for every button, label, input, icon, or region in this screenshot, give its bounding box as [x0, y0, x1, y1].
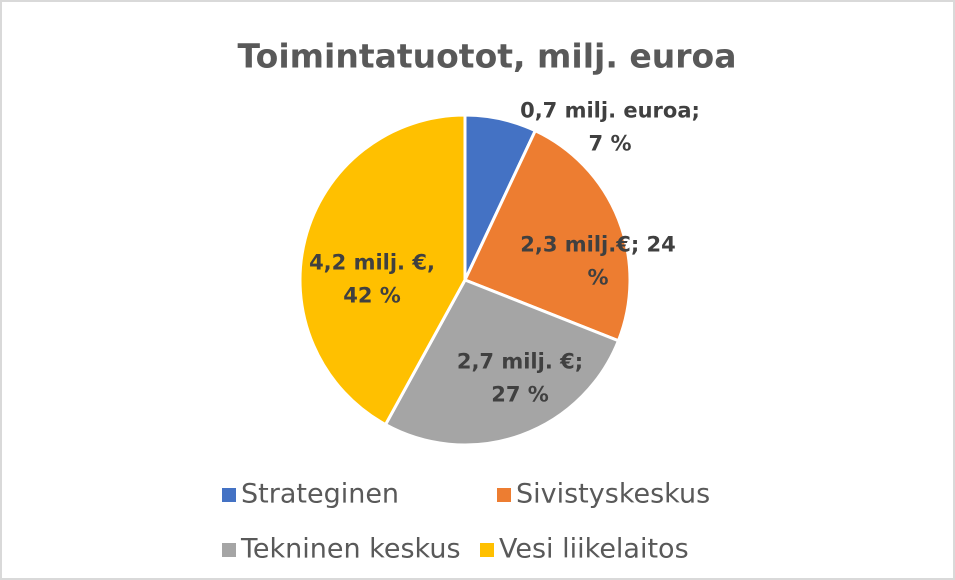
data-label: 0,7 milj. euroa; 7 % — [520, 99, 700, 156]
data-label: 2,7 milj. €; 27 % — [457, 350, 583, 407]
pie-slice — [462, 128, 632, 343]
legend-swatch — [222, 543, 236, 557]
chart-title: Toimintatuotot, milj. euroa — [238, 37, 737, 76]
pie-slice — [298, 113, 467, 427]
legend-swatch — [497, 488, 511, 502]
legend-swatch — [222, 488, 236, 502]
legend-swatch — [480, 543, 494, 557]
legend-label: Strateginen — [241, 479, 399, 510]
legend-label: Vesi liikelaitos — [499, 534, 689, 565]
legend-label: Tekninen keskus — [240, 534, 461, 565]
legend-label: Sivistyskeskus — [516, 479, 710, 510]
data-label: 4,2 milj. €, 42 % — [309, 251, 435, 308]
data-label: 2,3 milj.€; 24% — [520, 233, 676, 290]
